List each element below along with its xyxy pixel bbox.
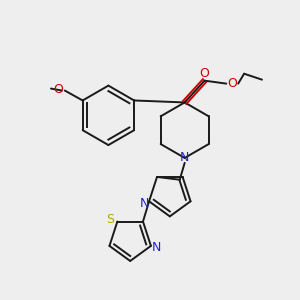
Text: O: O	[200, 67, 209, 80]
Text: N: N	[180, 152, 189, 164]
Text: O: O	[227, 77, 237, 90]
Text: N: N	[152, 242, 161, 254]
Text: N: N	[140, 197, 149, 210]
Text: O: O	[53, 83, 63, 96]
Text: S: S	[106, 213, 114, 226]
